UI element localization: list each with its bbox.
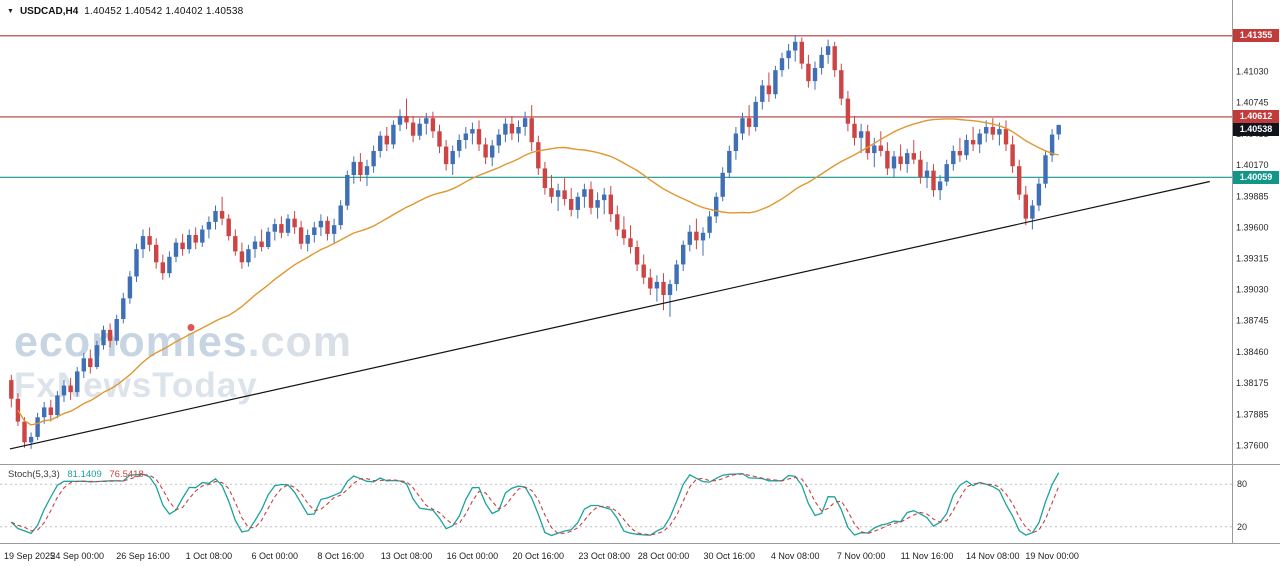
date-label: 1 Oct 08:00	[186, 551, 233, 561]
watermark-text2: es	[197, 318, 248, 366]
price-tick: 1.37600	[1236, 441, 1269, 451]
stoch-k-line	[10, 472, 1060, 537]
date-label: 7 Nov 00:00	[837, 551, 886, 561]
horizontal-lines	[0, 35, 1232, 178]
watermark-line2: FxNewsToday	[14, 366, 258, 406]
price-tick: 1.39600	[1236, 222, 1269, 232]
watermark-red-dot-icon	[187, 324, 195, 331]
price-tick: 1.39030	[1236, 285, 1269, 295]
symbol-timeframe-label: USDCAD,H4	[19, 6, 79, 17]
price-tick: 1.39315	[1236, 254, 1269, 264]
stoch-d-line	[11, 473, 1060, 536]
date-label: 8 Oct 16:00	[317, 551, 364, 561]
chart-header: ▼ USDCAD,H4 1.40452 1.40542 1.40402 1.40…	[7, 6, 243, 17]
date-label: 30 Oct 16:00	[704, 551, 756, 561]
price-tick: 1.40745	[1236, 97, 1269, 107]
stoch-name: Stoch(5,3,3)	[8, 469, 60, 480]
stoch-indicator-label: Stoch(5,3,3) 81.1409 76.5418	[8, 469, 149, 480]
watermark: economı es.com FxNewsToday	[14, 318, 353, 406]
price-tick: 1.37885	[1236, 410, 1269, 420]
price-tick: 1.38745	[1236, 316, 1269, 326]
ma-line[interactable]	[17, 118, 1059, 426]
badge-teal: 1.40059	[1233, 170, 1279, 184]
date-label: 6 Oct 00:00	[252, 551, 299, 561]
stoch-k-value: 81.1409	[67, 469, 102, 480]
price-tick: 1.39885	[1236, 191, 1269, 201]
price-tick: 1.41030	[1236, 66, 1269, 76]
watermark-suffix: .com	[247, 318, 353, 366]
stoch-level-label: 20	[1237, 522, 1247, 532]
date-label: 13 Oct 08:00	[381, 551, 433, 561]
price-tick: 1.38175	[1236, 378, 1269, 388]
watermark-line1: economı es.com	[14, 318, 353, 366]
date-label: 19 Nov 00:00	[1025, 551, 1079, 561]
date-label: 19 Sep 2025	[4, 551, 55, 561]
stoch-level-label: 80	[1237, 479, 1247, 489]
watermark-i-char: ı	[184, 318, 198, 366]
date-label: 16 Oct 00:00	[447, 551, 499, 561]
date-label: 23 Oct 08:00	[578, 551, 630, 561]
watermark-i: ı	[184, 318, 198, 366]
symbol-dropdown-icon[interactable]: ▼	[7, 8, 14, 15]
date-label: 28 Oct 00:00	[638, 551, 690, 561]
date-label: 4 Nov 08:00	[771, 551, 820, 561]
date-label: 14 Nov 08:00	[966, 551, 1020, 561]
date-label: 11 Nov 16:00	[901, 551, 954, 561]
ohlc-values: 1.40452 1.40542 1.40402 1.40538	[84, 6, 244, 17]
price-tick: 1.38460	[1236, 347, 1269, 357]
date-label: 20 Oct 16:00	[513, 551, 565, 561]
stoch-d-value: 76.5418	[109, 469, 144, 480]
trendline[interactable]	[9, 180, 1210, 450]
candles-layer[interactable]	[9, 35, 1061, 449]
price-tick: 1.40170	[1236, 160, 1269, 170]
badge-r1: 1.41355	[1233, 29, 1279, 43]
badge-current: 1.40538	[1233, 123, 1279, 137]
badge-r2: 1.40612	[1233, 110, 1279, 124]
date-label: 24 Sep 00:00	[50, 551, 104, 561]
date-label: 26 Sep 16:00	[116, 551, 170, 561]
